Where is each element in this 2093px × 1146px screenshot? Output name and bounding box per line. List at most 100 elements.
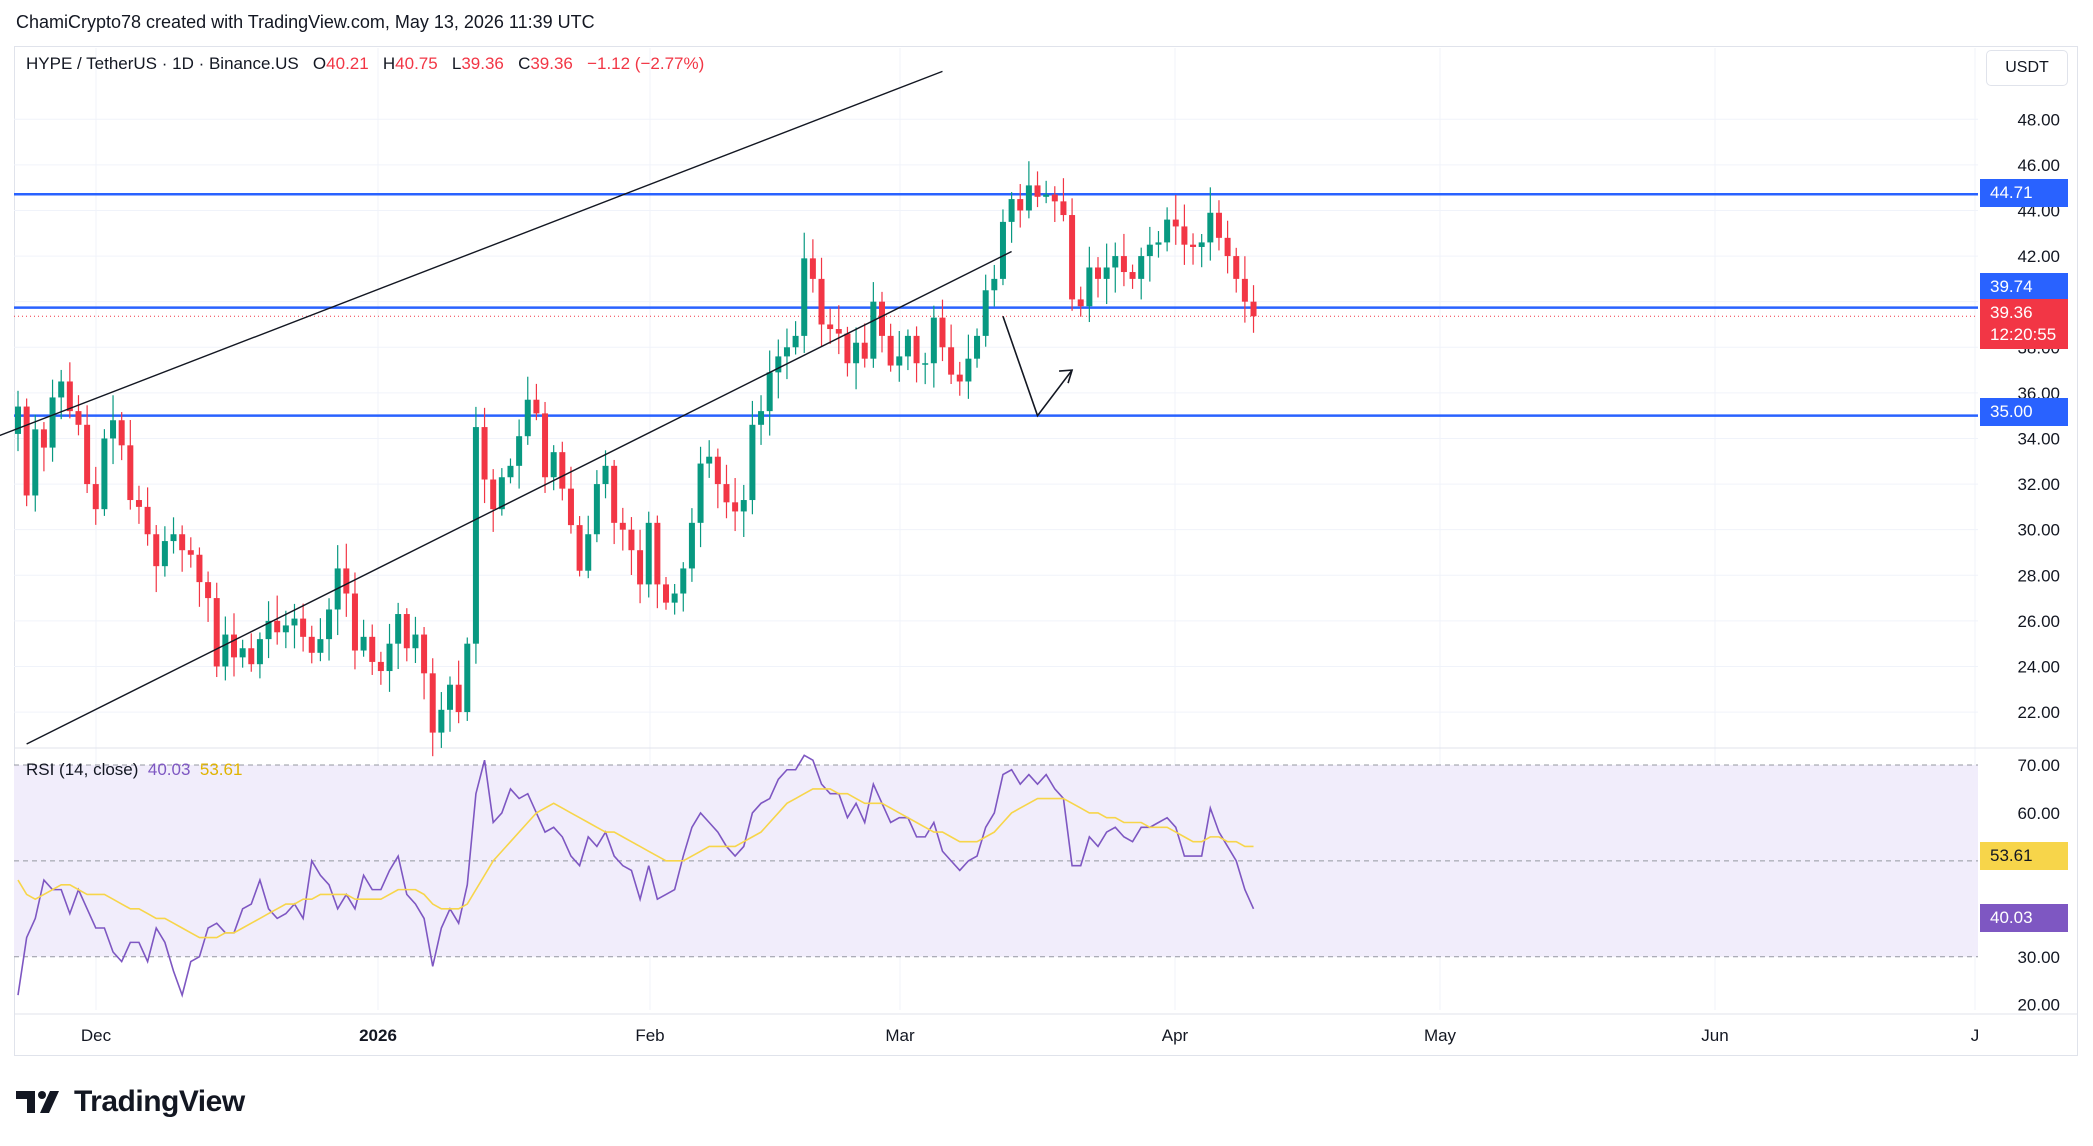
candle-up xyxy=(1146,244,1153,257)
candle-up xyxy=(395,614,402,644)
symbol-name[interactable]: HYPE / TetherUS · 1D · Binance.US xyxy=(26,54,299,73)
candle-up xyxy=(110,420,117,439)
candle-up xyxy=(965,358,972,382)
candle-down xyxy=(1129,272,1136,279)
candle-down xyxy=(343,568,350,594)
candle-down xyxy=(956,374,963,382)
candle-down xyxy=(714,456,721,485)
candle-down xyxy=(308,636,315,653)
price-axis-label: 34.00 xyxy=(2017,429,2060,448)
candle-up xyxy=(783,347,790,357)
close-label: C xyxy=(518,54,531,73)
grid-layer xyxy=(14,48,2078,1015)
candle-up xyxy=(256,639,263,665)
candle-up xyxy=(386,643,393,672)
candle-up xyxy=(680,568,687,594)
channel-upper-line xyxy=(0,70,943,437)
price-axis-label: 32.00 xyxy=(2017,475,2060,494)
candle-down xyxy=(40,429,47,448)
candle-down xyxy=(429,673,436,733)
time-axis-label: J xyxy=(1971,1026,1980,1045)
candle-up xyxy=(58,381,65,398)
candle-down xyxy=(723,484,730,503)
candle-up xyxy=(161,541,168,567)
time-axis-label: Apr xyxy=(1162,1026,1189,1045)
candle-up xyxy=(697,463,704,523)
currency-button[interactable]: USDT xyxy=(1986,50,2068,86)
time-axis-label: May xyxy=(1424,1026,1457,1045)
candle-down xyxy=(809,258,816,279)
candle-down xyxy=(403,614,410,649)
candle-up xyxy=(1043,194,1050,197)
candle-down xyxy=(818,278,825,325)
candle-down xyxy=(231,634,237,658)
close-value: 39.36 xyxy=(530,54,573,73)
candle-up xyxy=(1164,219,1171,243)
candle-up xyxy=(101,438,108,510)
candle-up xyxy=(758,411,765,425)
tradingview-logo-text: TradingView xyxy=(74,1085,245,1118)
rsi-axis-label: 20.00 xyxy=(2017,996,2060,1015)
candle-up xyxy=(1207,212,1214,243)
candle-down xyxy=(351,593,358,651)
horizontal-levels-layer xyxy=(14,193,1978,417)
candle-up xyxy=(740,500,747,512)
candle-up xyxy=(239,648,246,658)
price-axis-label: 48.00 xyxy=(2017,110,2060,129)
candle-down xyxy=(377,661,384,672)
price-axis-label: 46.00 xyxy=(2017,156,2060,175)
candle-down xyxy=(300,618,307,637)
time-axis-label: Feb xyxy=(635,1026,664,1045)
tradingview-logo-icon xyxy=(16,1091,59,1113)
price-axis-label: 24.00 xyxy=(2017,657,2060,676)
price-axis-label: 30.00 xyxy=(2017,521,2060,540)
rsi-legend[interactable]: RSI (14, close) 40.03 53.61 xyxy=(26,760,242,780)
candle-down xyxy=(861,342,868,359)
rsi-ma-line xyxy=(17,788,1254,939)
tradingview-logo[interactable]: TradingView xyxy=(16,1085,245,1119)
candle-down xyxy=(533,399,540,414)
candle-down xyxy=(205,582,212,599)
candle-down xyxy=(576,525,583,571)
candle-down xyxy=(92,484,99,510)
candle-up xyxy=(49,397,56,448)
time-axis-label: Dec xyxy=(81,1026,112,1045)
candle-up xyxy=(749,424,756,501)
candle-up xyxy=(464,643,471,713)
change-value: −1.12 (−2.77%) xyxy=(587,54,705,73)
candle-up xyxy=(775,356,782,373)
rsi-axis-label: 60.00 xyxy=(2017,804,2060,823)
time-axis-label: 2026 xyxy=(359,1026,397,1045)
candle-up xyxy=(645,522,652,585)
projection-arrowhead xyxy=(1059,369,1074,384)
candle-down xyxy=(1060,201,1067,216)
level-badge-low: 35.00 xyxy=(1980,398,2068,426)
price-axis-label: 22.00 xyxy=(2017,703,2060,722)
candle-up xyxy=(1025,185,1032,211)
price-badge-countdown: 12:20:55 xyxy=(1990,325,2057,344)
symbol-info: HYPE / TetherUS · 1D · Binance.US O40.21… xyxy=(26,54,704,74)
candle-up xyxy=(326,609,333,640)
candle-up xyxy=(507,465,514,478)
open-value: 40.21 xyxy=(326,54,369,73)
candle-down xyxy=(1250,301,1257,317)
candle-up xyxy=(1155,242,1162,245)
candle-up xyxy=(688,522,695,569)
candle-up xyxy=(1008,199,1015,222)
candle-down xyxy=(274,620,281,633)
candle-down xyxy=(879,301,885,336)
candle-down xyxy=(628,529,635,551)
candle-down xyxy=(887,335,894,366)
candle-up xyxy=(602,465,609,485)
candle-up xyxy=(498,477,505,510)
price-axis-label: 26.00 xyxy=(2017,612,2060,631)
candle-up xyxy=(870,301,877,359)
candle-down xyxy=(663,584,669,603)
candle-up xyxy=(170,534,177,542)
candle-down xyxy=(637,550,644,585)
candle-down xyxy=(481,427,488,480)
candle-down xyxy=(196,554,203,583)
rsi-band-layer xyxy=(14,764,1978,958)
candle-down xyxy=(948,347,955,375)
